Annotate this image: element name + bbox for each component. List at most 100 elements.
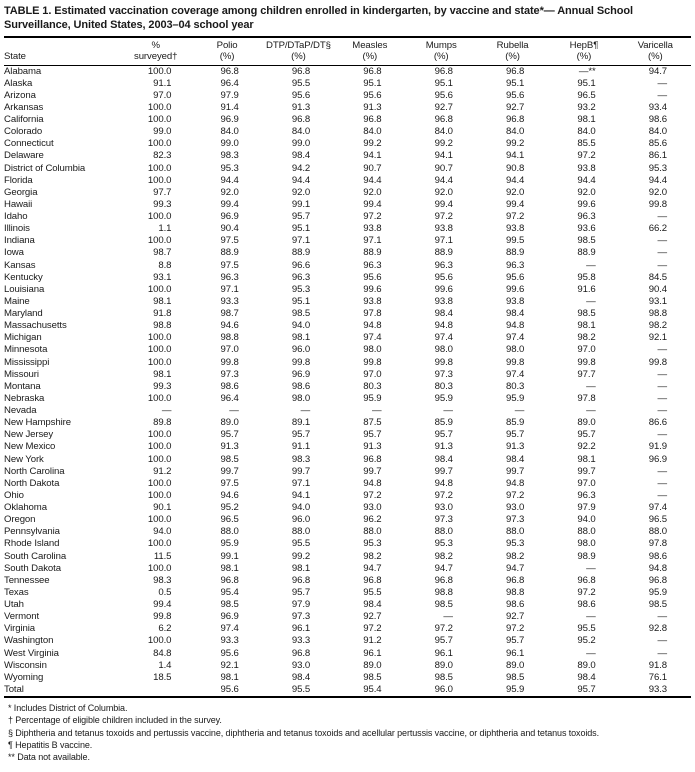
value-cell: 98.4 xyxy=(291,150,311,162)
value-cell: 96.8 xyxy=(434,574,453,586)
value-cell: 88.9 xyxy=(220,247,239,259)
value-cell: 88.9 xyxy=(505,247,525,259)
state-cell: Oklahoma xyxy=(4,502,47,514)
value-cell: 95.6 xyxy=(363,89,382,101)
value-cell: 91.4 xyxy=(220,101,239,113)
state-cell: Wisconsin xyxy=(4,659,47,671)
value-cell: 8.8 xyxy=(158,259,172,271)
table-row: Alabama 100.0 96.8 96.8 96.8 96.8 96.8 —** 94.7 xyxy=(4,65,691,78)
table-row: Tennessee 98.3 96.8 96.8 96.8 96.8 96.8 96.8 96.… xyxy=(4,575,691,587)
value-cell: 93.8 xyxy=(577,162,596,174)
value-cell: 85.6 xyxy=(648,138,667,150)
value-cell: 84.5 xyxy=(648,271,667,283)
value-cell: 99.7 xyxy=(220,465,239,477)
value-cell: 94.0 xyxy=(291,502,311,514)
value-cell: 90.4 xyxy=(648,283,667,295)
value-cell: 97.4 xyxy=(505,332,525,344)
table-row: Alaska 91.1 96.4 95.5 95.1 95.1 95.1 95.1 — xyxy=(4,78,691,90)
value-cell: 91.1 xyxy=(291,441,311,453)
value-cell: 98.6 xyxy=(648,114,667,126)
value-cell: 93.3 xyxy=(648,683,667,695)
value-cell: 98.5 xyxy=(434,599,453,611)
table-row: Minnesota 100.0 97.0 96.0 98.0 98.0 98.0 97.0 — xyxy=(4,344,691,356)
value-cell: 95.3 xyxy=(363,538,382,550)
table-title-line2: Surveillance, United States, 2003–04 sch… xyxy=(4,18,254,31)
value-cell: 96.5 xyxy=(648,514,667,526)
value-cell: 98.6 xyxy=(291,380,311,392)
table-row: North Dakota 100.0 97.5 97.1 94.8 94.8 94.8 97.… xyxy=(4,478,691,490)
table-row: Kansas 8.8 97.5 96.6 96.3 96.3 96.3 — — xyxy=(4,260,691,272)
value-cell: 97.2 xyxy=(577,586,596,598)
value-cell: — xyxy=(586,295,596,307)
value-cell: 95.7 xyxy=(291,429,311,441)
state-cell: Louisiana xyxy=(4,283,45,295)
table-row: Louisiana 100.0 97.1 95.3 99.6 99.6 99.6 91.6 90… xyxy=(4,284,691,296)
value-cell: 97.2 xyxy=(434,489,453,501)
value-cell: 97.1 xyxy=(220,283,239,295)
value-cell: 95.5 xyxy=(291,683,311,695)
value-cell: 95.7 xyxy=(291,211,311,223)
value-cell: — xyxy=(300,405,311,417)
value-cell: 95.7 xyxy=(505,635,525,647)
value-cell: 100.0 xyxy=(147,174,172,186)
table-row: Idaho 100.0 96.9 95.7 97.2 97.2 97.2 96.3 — xyxy=(4,211,691,223)
value-cell: 97.9 xyxy=(291,599,311,611)
state-cell: Michigan xyxy=(4,332,42,344)
value-cell: 97.1 xyxy=(291,235,311,247)
state-cell: West Virginia xyxy=(4,647,59,659)
value-cell: 95.3 xyxy=(434,538,453,550)
value-cell: 94.4 xyxy=(434,174,453,186)
value-cell: 85.9 xyxy=(505,417,525,429)
value-cell: 99.4 xyxy=(153,599,172,611)
value-cell: 88.0 xyxy=(220,526,239,538)
value-cell: 98.1 xyxy=(220,671,239,683)
value-cell: 96.8 xyxy=(363,65,382,77)
value-cell: — xyxy=(586,405,596,417)
table-row: Michigan 100.0 98.8 98.1 97.4 97.4 97.4 98.2 92.… xyxy=(4,332,691,344)
value-cell: 98.2 xyxy=(434,550,453,562)
value-cell: — xyxy=(586,562,596,574)
value-cell: 97.3 xyxy=(434,368,453,380)
value-cell: 99.8 xyxy=(434,356,453,368)
table-row: New Hampshire 89.8 89.0 89.1 87.5 85.9 85.9 89.… xyxy=(4,417,691,429)
value-cell: 96.1 xyxy=(505,647,525,659)
value-cell: 100.0 xyxy=(147,162,172,174)
value-cell: — xyxy=(229,405,239,417)
value-cell: 88.0 xyxy=(363,526,382,538)
table-row: Missouri 98.1 97.3 96.9 97.0 97.3 97.4 97.7 — xyxy=(4,369,691,381)
table-row: Wisconsin 1.4 92.1 93.0 89.0 89.0 89.0 89.0 91.8 xyxy=(4,660,691,672)
state-cell: Arkansas xyxy=(4,101,44,113)
table-row: Indiana 100.0 97.5 97.1 97.1 97.1 99.5 98.5 — xyxy=(4,235,691,247)
value-cell: — xyxy=(443,611,453,623)
value-cell: 97.0 xyxy=(577,344,596,356)
state-cell: Texas xyxy=(4,586,29,598)
value-cell: 84.0 xyxy=(505,126,525,138)
table-row: Vermont 99.8 96.9 97.3 92.7 — 92.7 — — xyxy=(4,611,691,623)
table-row: Texas 0.5 95.4 95.7 95.5 98.8 98.8 97.2 95.9 xyxy=(4,587,691,599)
value-cell: 95.7 xyxy=(434,429,453,441)
value-cell: 88.0 xyxy=(291,526,311,538)
value-cell: 96.3 xyxy=(363,259,382,271)
value-cell: 89.0 xyxy=(577,417,596,429)
value-cell: — xyxy=(586,259,596,271)
value-cell: 89.0 xyxy=(505,659,525,671)
value-cell: — xyxy=(372,405,382,417)
value-cell: 99.2 xyxy=(505,138,525,150)
value-cell: 92.1 xyxy=(220,659,239,671)
value-cell: 99.8 xyxy=(648,198,667,210)
state-cell: Virginia xyxy=(4,623,36,635)
value-cell: 93.8 xyxy=(505,223,525,235)
value-cell: 93.8 xyxy=(434,295,453,307)
table-row: Illinois 1.1 90.4 95.1 93.8 93.8 93.8 93.6 66.2 xyxy=(4,223,691,235)
value-cell: — xyxy=(657,477,668,489)
value-cell: 87.5 xyxy=(363,417,382,429)
value-cell: — xyxy=(657,392,668,404)
value-cell: 97.2 xyxy=(363,489,382,501)
value-cell: — xyxy=(657,211,668,223)
table-row: District of Columbia 100.0 95.3 94.2 90.7 90.… xyxy=(4,163,691,175)
table-body: Alabama 100.0 96.8 96.8 96.8 96.8 96.8 —** 94.7 A… xyxy=(4,65,691,697)
value-cell: 100.0 xyxy=(147,332,172,344)
value-cell: 91.2 xyxy=(363,635,382,647)
value-cell: 96.8 xyxy=(363,574,382,586)
value-cell: 95.3 xyxy=(291,283,311,295)
